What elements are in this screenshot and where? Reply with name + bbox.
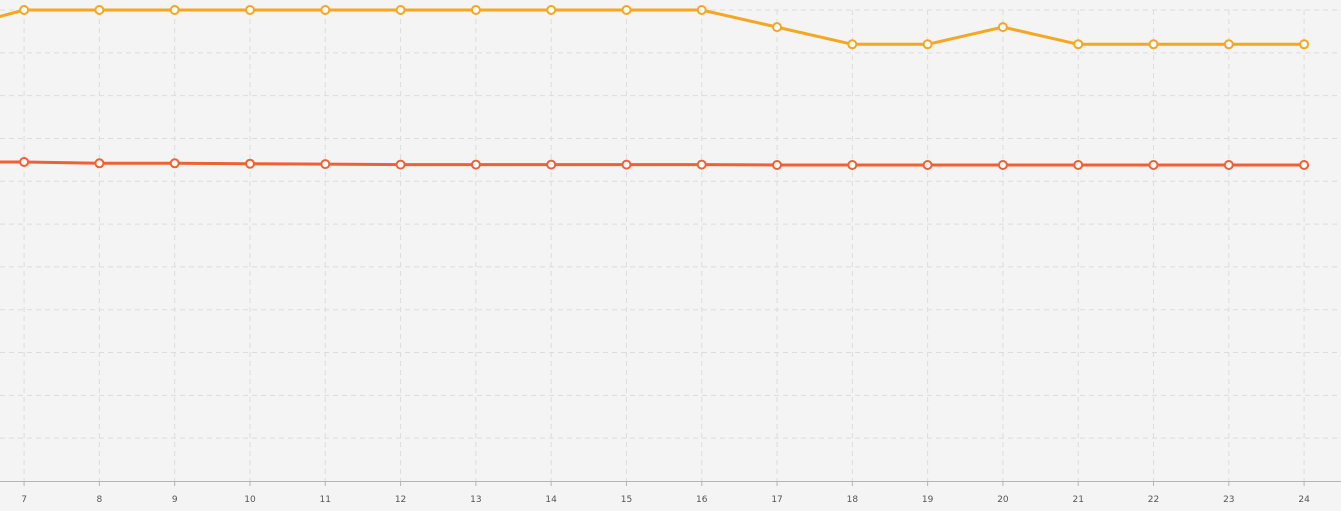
- x-tick-label: 19: [922, 495, 934, 505]
- data-point[interactable]: [245, 158, 255, 169]
- series-group: [0, 5, 1310, 170]
- data-point[interactable]: [320, 159, 331, 170]
- data-point[interactable]: [19, 5, 30, 15]
- x-tick-label: 7: [21, 495, 27, 505]
- x-tick-label: 24: [1298, 495, 1310, 505]
- data-point[interactable]: [696, 159, 707, 170]
- data-point[interactable]: [1073, 160, 1084, 170]
- data-point[interactable]: [395, 5, 406, 15]
- x-tick-label: 22: [1148, 495, 1159, 505]
- data-point[interactable]: [772, 160, 782, 170]
- data-point[interactable]: [546, 159, 557, 170]
- x-tick-label: 16: [696, 495, 708, 505]
- grid: [0, 9, 1341, 481]
- x-tick-label: 17: [771, 495, 782, 505]
- x-tick-label: 15: [621, 495, 632, 505]
- x-tick-label: 20: [997, 495, 1009, 505]
- data-point[interactable]: [470, 159, 481, 170]
- data-point[interactable]: [1299, 39, 1310, 50]
- series-1: [0, 5, 1310, 50]
- data-point[interactable]: [169, 158, 180, 169]
- x-tick-label: 21: [1072, 495, 1083, 505]
- data-point[interactable]: [847, 160, 858, 170]
- data-point[interactable]: [546, 5, 557, 15]
- x-tick-label: 9: [172, 495, 178, 505]
- series-line: [0, 8, 1306, 46]
- data-point[interactable]: [245, 5, 255, 15]
- x-tick-label: 10: [244, 495, 256, 505]
- data-point[interactable]: [395, 159, 406, 170]
- data-point[interactable]: [94, 158, 105, 169]
- x-tick-label: 14: [545, 495, 557, 505]
- x-tick-label: 8: [97, 495, 103, 505]
- x-tick-label: 11: [320, 495, 331, 505]
- data-point[interactable]: [922, 160, 933, 170]
- data-point[interactable]: [621, 5, 632, 15]
- series-2: [0, 157, 1310, 170]
- x-axis: 7 8 9 10 11 12 13 14 15 16 17 18 19 20 21 22 23 24: [0, 481, 1341, 505]
- data-point[interactable]: [94, 5, 105, 15]
- data-point[interactable]: [169, 5, 180, 15]
- data-point[interactable]: [1073, 39, 1084, 50]
- data-point[interactable]: [1299, 160, 1310, 170]
- data-point[interactable]: [847, 39, 858, 50]
- x-tick-label: 18: [847, 495, 859, 505]
- data-point[interactable]: [621, 159, 632, 170]
- data-point[interactable]: [772, 22, 782, 33]
- x-tick-label: 23: [1223, 495, 1234, 505]
- x-tick-label: 13: [470, 495, 481, 505]
- data-point[interactable]: [696, 5, 707, 15]
- data-point[interactable]: [997, 22, 1008, 33]
- data-point[interactable]: [1148, 160, 1159, 170]
- data-point[interactable]: [997, 160, 1008, 170]
- data-point[interactable]: [922, 39, 933, 50]
- data-point[interactable]: [470, 5, 481, 15]
- data-point[interactable]: [19, 157, 30, 167]
- data-point[interactable]: [1148, 39, 1159, 50]
- data-point[interactable]: [320, 5, 331, 15]
- series-line: [0, 160, 1306, 167]
- data-point[interactable]: [1223, 160, 1234, 170]
- data-point[interactable]: [1223, 39, 1234, 50]
- x-tick-label: 12: [395, 495, 406, 505]
